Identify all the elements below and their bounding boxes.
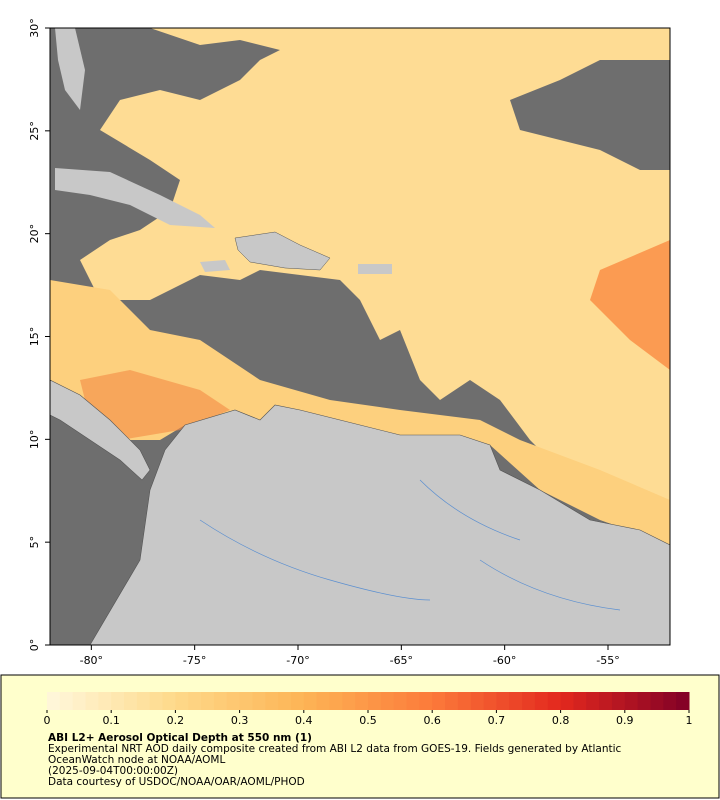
colorbar-swatch (47, 692, 61, 710)
colorbar-swatch (85, 692, 99, 710)
x-tick-label: -55° (596, 654, 619, 667)
cuba (55, 168, 215, 228)
colorbar-tick-label: 0.1 (102, 714, 120, 727)
colorbar-swatch (355, 692, 369, 710)
y-tick-label: 5° (28, 536, 41, 549)
colorbar-swatch (676, 692, 690, 710)
colorbar-swatch (265, 692, 279, 710)
colorbar-swatch (547, 692, 562, 710)
colorbar-swatch (98, 692, 112, 710)
hispaniola (234, 231, 331, 271)
x-tick-label: -60° (493, 654, 516, 667)
colorbar-swatch (637, 692, 651, 710)
colorbar-swatch (278, 692, 292, 710)
y-tick-label: 15° (28, 327, 41, 347)
colorbar-swatch (624, 692, 639, 710)
colorbar-swatch (509, 692, 523, 710)
colorbar-swatch (534, 692, 549, 710)
colorbar-swatch (611, 692, 626, 710)
colorbar-swatch (406, 692, 420, 710)
colorbar-tick-label: 0.6 (423, 714, 441, 727)
x-tick-label: -75° (183, 654, 206, 667)
caption-credit: Data courtesy of USDOC/NOAA/OAR/AOML/PHO… (48, 776, 305, 788)
colorbar-swatch (303, 692, 318, 710)
central-america (50, 379, 151, 481)
jamaica (200, 260, 230, 272)
caption-description: Experimental NRT AOD daily composite cre… (48, 743, 622, 766)
caption-timestamp: (2025-09-04T00:00:00Z) (48, 765, 178, 777)
colorbar-swatch (59, 692, 74, 710)
colorbar-swatch (213, 692, 228, 710)
colorbar-tick-label: 0.7 (488, 714, 506, 727)
colorbar-swatch (419, 692, 433, 710)
colorbar-swatch (201, 692, 215, 710)
colorbar-swatch (316, 692, 330, 710)
colorbar-swatch (175, 692, 189, 710)
colorbar-swatch (111, 692, 125, 710)
colorbar-swatch (650, 692, 664, 710)
x-tick-label: -70° (286, 654, 309, 667)
aerosol-high-east (590, 240, 670, 370)
colorbar-swatch (329, 692, 343, 710)
y-tick-label: 25° (28, 121, 41, 141)
colorbar-swatch (432, 692, 446, 710)
colorbar-tick-label: 1 (686, 714, 693, 727)
colorbar-swatch (239, 692, 253, 710)
florida (55, 28, 85, 110)
colorbar-swatch (124, 692, 138, 710)
colorbar-swatch (663, 692, 677, 710)
colorbar-swatch (252, 692, 266, 710)
rivers (199, 479, 621, 611)
caption-title: ABI L2+ Aerosol Optical Depth at 550 nm … (48, 732, 312, 744)
south-america (89, 404, 670, 645)
colorbar-swatch (226, 692, 241, 710)
colorbar-swatch (457, 692, 472, 710)
colorbar-tick-label: 0 (44, 714, 51, 727)
colorbar-swatch (496, 692, 510, 710)
x-tick-label: -65° (390, 654, 413, 667)
colorbar-swatch (368, 692, 382, 710)
colorbar-swatch (483, 692, 497, 710)
y-tick-label: 0° (28, 639, 41, 652)
colorbar-swatch (393, 692, 408, 710)
colorbar-tick-label: 0.3 (231, 714, 249, 727)
colorbar-swatch (470, 692, 485, 710)
x-tick-label: -80° (80, 654, 103, 667)
aerosol-field (80, 28, 670, 540)
colorbar-tick-label: 0.2 (167, 714, 185, 727)
y-tick-label: 30° (28, 18, 41, 38)
y-tick-label: 20° (28, 224, 41, 244)
colorbar-swatch (445, 692, 459, 710)
colorbar-tick-label: 0.4 (295, 714, 313, 727)
colorbar-swatch (162, 692, 176, 710)
colorbar-swatch (149, 692, 164, 710)
y-tick-label: 10° (28, 430, 41, 450)
colorbar-swatch (380, 692, 395, 710)
map-area (50, 28, 670, 645)
colorbar-swatch (290, 692, 305, 710)
colorbar-swatch (586, 692, 600, 710)
colorbar-swatch (188, 692, 202, 710)
colorbar-swatch (136, 692, 151, 710)
colorbar-swatch (72, 692, 87, 710)
aerosol-field-south (50, 280, 670, 545)
colorbar-swatch (599, 692, 613, 710)
colorbar-swatch (573, 692, 587, 710)
colorbar-swatch (560, 692, 574, 710)
axes: -80° -75° -70° -65° -60° -55° 0° 5° 10° 15° 20° 25°… (28, 18, 620, 667)
colorbar: 0 0.1 0.2 0.3 0.4 0.5 0.6 0.7 0.8 0.9 1 (44, 692, 693, 727)
colorbar-tick-label: 0.9 (616, 714, 634, 727)
colorbar-tick-label: 0.5 (359, 714, 377, 727)
colorbar-tick-label: 0.8 (552, 714, 570, 727)
puerto-rico (358, 264, 392, 274)
colorbar-swatch (342, 692, 356, 710)
colorbar-swatch (522, 692, 536, 710)
